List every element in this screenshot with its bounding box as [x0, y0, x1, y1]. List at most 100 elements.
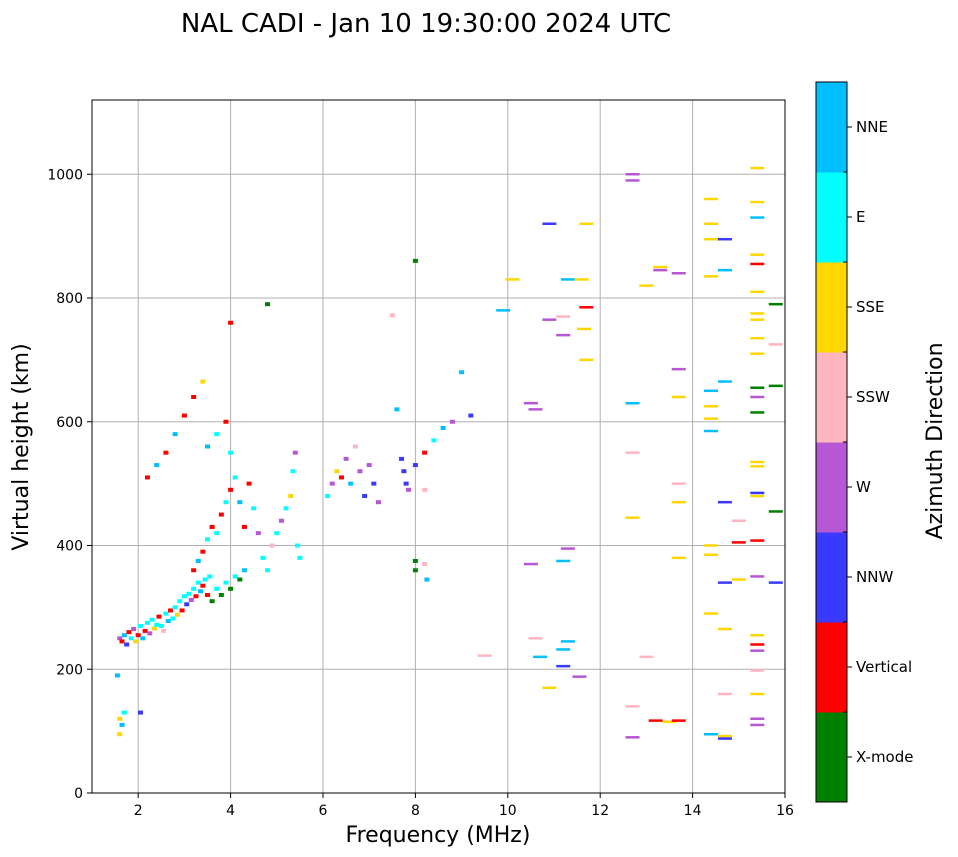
data-point: [625, 179, 640, 182]
data-point: [653, 268, 668, 272]
data-point: [297, 555, 303, 560]
data-point: [577, 327, 592, 331]
data-point: [533, 655, 548, 659]
data-point: [768, 510, 783, 513]
data-point: [135, 633, 141, 638]
data-point: [348, 481, 354, 486]
data-point: [241, 568, 247, 573]
data-point: [574, 278, 589, 281]
data-point: [704, 275, 719, 278]
data-point: [195, 558, 201, 563]
data-point: [523, 562, 538, 566]
data-point: [750, 395, 765, 399]
data-point: [399, 456, 405, 461]
data-point: [149, 617, 155, 622]
data-point: [579, 222, 594, 225]
data-point: [128, 636, 134, 641]
data-point: [625, 736, 640, 739]
data-point: [117, 636, 123, 641]
data-point: [181, 413, 187, 418]
data-point: [579, 358, 594, 362]
data-point: [750, 336, 765, 340]
data-point: [717, 692, 732, 696]
data-point: [496, 309, 511, 312]
x-axis-ticks: 2 4 6 8 10 12 14 16: [134, 793, 794, 819]
data-point: [704, 222, 719, 225]
data-point: [750, 491, 765, 495]
data-point: [528, 408, 543, 411]
data-point: [750, 312, 765, 315]
data-point: [207, 574, 213, 579]
x-tick-label: 2: [134, 803, 143, 819]
data-point: [241, 524, 247, 529]
data-point: [750, 386, 765, 389]
data-point: [750, 166, 765, 170]
data-point: [265, 568, 271, 573]
data-point: [440, 425, 446, 430]
data-point: [352, 444, 358, 449]
data-point: [750, 723, 765, 727]
data-point: [717, 581, 732, 584]
data-point: [198, 589, 204, 594]
data-point: [228, 586, 234, 591]
data-point: [556, 315, 571, 318]
data-point: [191, 568, 197, 573]
y-tick-label: 0: [74, 786, 83, 802]
x-tick-label: 8: [411, 803, 420, 819]
data-point: [560, 278, 575, 281]
data-point: [542, 686, 557, 690]
data-point: [133, 639, 139, 644]
data-point: [161, 628, 167, 633]
data-point: [119, 722, 125, 727]
data-point: [232, 475, 238, 480]
data-point: [625, 173, 640, 176]
colorbar: X-mode Vertical NNW W SSW SSE E NNE: [815, 81, 913, 803]
colorbar-tick-label: SSE: [856, 298, 885, 316]
data-point: [768, 581, 783, 584]
data-point: [142, 628, 148, 633]
data-point: [750, 494, 765, 498]
data-point: [138, 710, 144, 715]
y-tick-label: 200: [56, 662, 83, 678]
data-point: [750, 649, 765, 652]
data-point: [255, 531, 261, 536]
data-point: [156, 614, 162, 619]
data-point: [121, 710, 127, 715]
data-point: [163, 450, 169, 455]
data-point: [405, 487, 411, 492]
data-point: [750, 633, 765, 637]
data-point: [338, 475, 344, 480]
data-point: [625, 451, 640, 454]
data-point: [671, 500, 686, 504]
data-point: [168, 608, 174, 613]
data-point: [717, 627, 732, 631]
colorbar-segment: [816, 352, 847, 443]
data-point: [704, 237, 719, 241]
data-point: [205, 444, 210, 449]
data-point: [505, 278, 520, 281]
data-point: [768, 384, 783, 388]
data-point: [188, 597, 194, 602]
data-point: [704, 405, 719, 408]
data-point: [422, 487, 428, 492]
data-point: [717, 237, 732, 241]
data-point: [671, 272, 686, 275]
data-point: [625, 516, 640, 519]
data-point: [265, 302, 271, 307]
data-point: [750, 253, 765, 256]
x-tick-label: 10: [499, 803, 517, 819]
grid-lines: [92, 100, 786, 794]
data-point: [477, 654, 492, 657]
data-point: [750, 717, 765, 720]
colorbar-segment: [816, 622, 847, 713]
data-point: [750, 669, 765, 672]
data-point: [163, 611, 169, 616]
data-point: [283, 506, 289, 511]
data-point: [704, 417, 719, 420]
data-point: [228, 487, 234, 492]
data-point: [750, 575, 765, 578]
data-point: [251, 506, 257, 511]
data-point: [131, 627, 137, 632]
data-point: [274, 531, 280, 536]
